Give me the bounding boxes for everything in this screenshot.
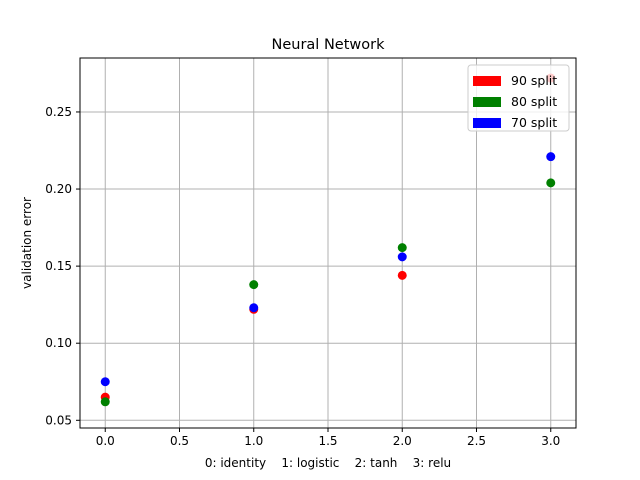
data-point (397, 252, 407, 262)
data-point (397, 270, 407, 280)
grid-lines (80, 58, 576, 428)
data-point (100, 377, 110, 387)
data-point (249, 303, 259, 313)
data-points (100, 73, 556, 407)
y-axis-ticks: 0.05 0.10 0.15 0.20 0.25 (45, 105, 80, 427)
data-point (546, 178, 556, 188)
data-point (397, 243, 407, 253)
y-tick-label: 0.10 (45, 336, 72, 350)
x-tick-label: 2.0 (393, 434, 412, 448)
x-axis-label: 0: identity 1: logistic 2: tanh 3: relu (205, 456, 451, 470)
y-tick-label: 0.15 (45, 259, 72, 273)
data-point (100, 397, 110, 407)
legend-label: 90 split (511, 73, 557, 88)
y-tick-label: 0.25 (45, 105, 72, 119)
data-point (249, 280, 259, 290)
legend-swatch (473, 97, 501, 107)
x-tick-label: 0.0 (96, 434, 115, 448)
x-tick-label: 3.0 (541, 434, 560, 448)
x-tick-label: 1.5 (318, 434, 337, 448)
y-tick-label: 0.05 (45, 413, 72, 427)
y-tick-label: 0.20 (45, 182, 72, 196)
x-tick-label: 2.5 (467, 434, 486, 448)
legend-swatch (473, 76, 501, 86)
chart-title: Neural Network (272, 37, 386, 53)
legend-swatch (473, 118, 501, 128)
legend-label: 80 split (511, 94, 557, 109)
data-point (546, 152, 556, 162)
x-tick-label: 1.0 (244, 434, 263, 448)
y-axis-label: validation error (20, 197, 34, 289)
legend-label: 70 split (511, 115, 557, 130)
legend: 90 split 80 split 70 split (467, 64, 570, 132)
x-tick-label: 0.5 (170, 434, 189, 448)
x-axis-ticks: 0.0 0.5 1.0 1.5 2.0 2.5 3.0 (96, 428, 560, 448)
